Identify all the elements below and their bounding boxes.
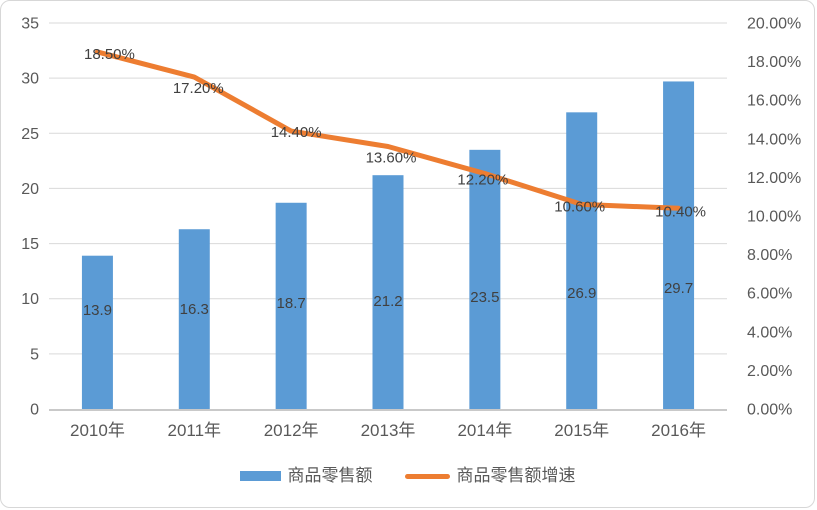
- x-axis-category-label: 2011年: [168, 421, 222, 440]
- legend: 商品零售额 商品零售额增速: [1, 465, 814, 487]
- right-axis-tick-label: 12.00%: [747, 170, 801, 187]
- left-axis-tick-label: 35: [21, 16, 39, 33]
- left-axis-tick-label: 30: [21, 71, 39, 88]
- left-axis-tick-label: 20: [21, 181, 39, 198]
- bar-data-label: 16.3: [180, 301, 209, 318]
- right-axis-tick-label: 16.00%: [747, 93, 801, 110]
- growth-line: [94, 49, 682, 211]
- right-axis-tick-label: 18.00%: [747, 54, 801, 71]
- legend-label-bar-series: 商品零售额: [287, 466, 373, 485]
- bar-data-label: 26.9: [567, 285, 596, 302]
- bar-2010年: [81, 255, 113, 409]
- line-data-label: 14.40%: [271, 124, 322, 141]
- bar-data-label: 21.2: [373, 293, 402, 310]
- right-axis-tick-label: 2.00%: [747, 363, 792, 380]
- bar-2015年: [566, 112, 598, 410]
- bar-data-label: 29.7: [664, 280, 693, 297]
- legend-label-line-series: 商品零售额增速: [456, 466, 576, 485]
- bar-data-label: 23.5: [470, 289, 499, 306]
- right-axis-tick-label: 8.00%: [747, 247, 792, 264]
- line-data-label: 13.60%: [366, 150, 417, 167]
- bar-series-swatch-icon: [239, 471, 281, 481]
- bar-data-label: 18.7: [277, 295, 306, 312]
- bar-2011年: [178, 229, 210, 409]
- line-data-label: 17.20%: [173, 80, 224, 97]
- line-series-swatch-icon: [404, 473, 450, 479]
- left-axis-tick-label: 0: [30, 402, 39, 419]
- bar-2014年: [469, 149, 501, 410]
- line-data-label: 12.20%: [457, 172, 508, 189]
- x-axis-category-label: 2015年: [554, 421, 609, 440]
- legend-item-bar-series[interactable]: 商品零售额: [239, 465, 373, 487]
- right-axis-tick-label: 14.00%: [747, 131, 801, 148]
- right-axis-tick-label: 20.00%: [747, 16, 801, 33]
- x-axis-category-label: 2014年: [457, 421, 512, 440]
- right-axis-tick-label: 0.00%: [747, 402, 792, 419]
- right-axis-tick-label: 4.00%: [747, 324, 792, 341]
- bar-data-label: 13.9: [83, 302, 112, 319]
- right-axis-tick-label: 10.00%: [747, 209, 801, 226]
- right-axis-tick-label: 6.00%: [747, 286, 792, 303]
- x-axis-category-label: 2012年: [264, 421, 319, 440]
- line-data-label: 18.50%: [84, 46, 135, 63]
- bar-2016年: [663, 81, 695, 410]
- x-axis-category-label: 2010年: [70, 421, 125, 440]
- line-data-label: 10.60%: [554, 198, 605, 215]
- left-axis-tick-label: 25: [21, 126, 39, 143]
- left-axis-tick-label: 10: [21, 291, 39, 308]
- x-axis-category-label: 2013年: [361, 421, 416, 440]
- left-axis-tick-label: 15: [21, 236, 39, 253]
- left-axis-tick-label: 5: [30, 346, 39, 363]
- line-data-label: 10.40%: [655, 203, 706, 220]
- legend-item-line-series[interactable]: 商品零售额增速: [404, 465, 576, 487]
- bar-2013年: [372, 175, 404, 409]
- x-axis-category-label: 2016年: [651, 421, 706, 440]
- bar-2012年: [275, 202, 307, 409]
